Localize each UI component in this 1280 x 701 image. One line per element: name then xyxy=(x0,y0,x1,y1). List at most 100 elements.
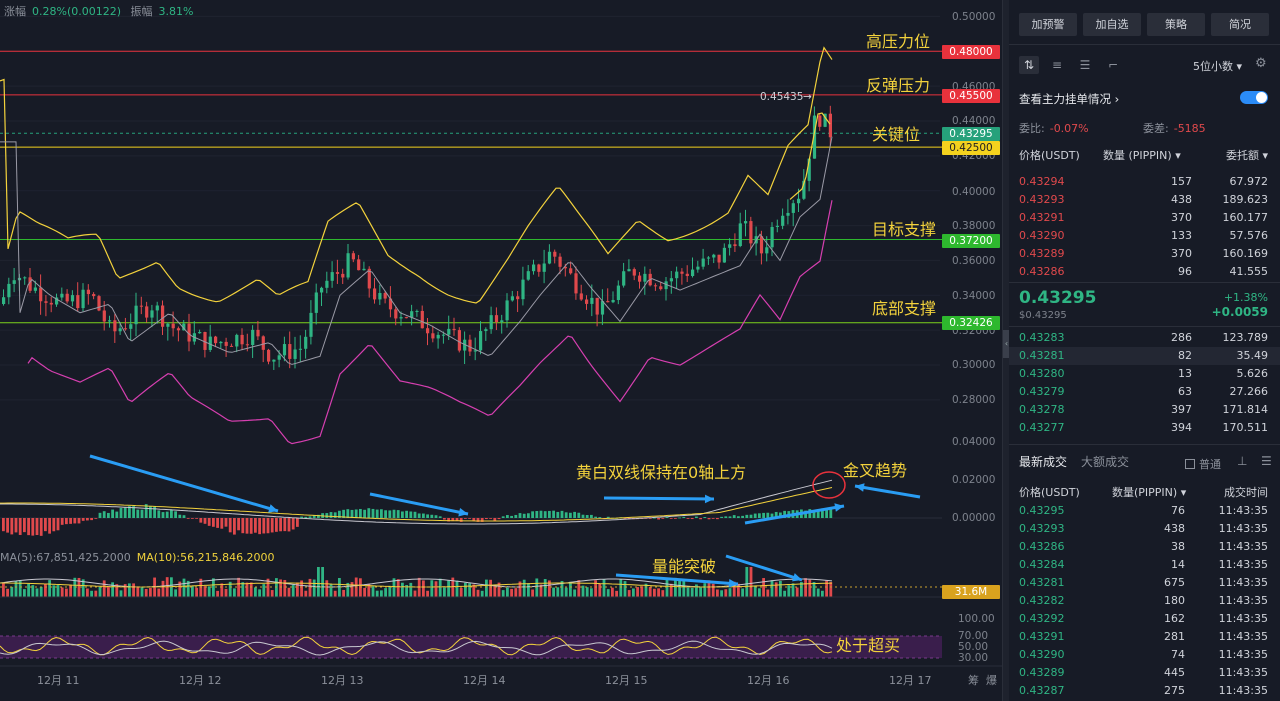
bid-row[interactable]: 0.43277 394 170.511 xyxy=(1009,419,1280,437)
normal-checkbox[interactable]: 普通 xyxy=(1185,456,1221,472)
price-tag-target-support[interactable]: 0.37200 xyxy=(942,234,1000,248)
ask-row[interactable]: 0.43291 370 160.177 xyxy=(1009,209,1280,227)
ask-row[interactable]: 0.43286 96 41.555 xyxy=(1009,263,1280,281)
trade-row[interactable]: 0.43282 180 11:43:35 xyxy=(1009,592,1280,610)
trade-row[interactable]: 0.43289 445 11:43:35 xyxy=(1009,664,1280,682)
candle-body xyxy=(309,312,313,337)
macd-arrow-3-head xyxy=(704,494,714,504)
trade-row[interactable]: 0.43291 281 11:43:35 xyxy=(1009,628,1280,646)
add-alert-button[interactable]: 加预警 xyxy=(1019,13,1077,36)
ob-header-qty[interactable]: 数量 (PIPPIN) ▾ xyxy=(1103,149,1181,162)
trade-row[interactable]: 0.43293 438 11:43:35 xyxy=(1009,520,1280,538)
trade-price: 0.43282 xyxy=(1019,594,1065,607)
main-orders-toggle-label[interactable]: 查看主力挂单情况 › xyxy=(1019,91,1119,107)
candle-body xyxy=(420,310,424,329)
chips-button[interactable]: 筹 xyxy=(968,674,979,687)
candle-body xyxy=(463,339,467,351)
decimal-select[interactable]: 5位小数 ▾ xyxy=(1193,58,1242,74)
bid-row[interactable]: 0.43279 63 27.266 xyxy=(1009,383,1280,401)
settings-icon[interactable]: ⚙ xyxy=(1255,56,1267,71)
trade-settings-icon[interactable]: ☰ xyxy=(1261,454,1272,468)
trade-header-qty[interactable]: 数量(PIPPIN) ▾ xyxy=(1112,486,1187,499)
tab-large-trades[interactable]: 大额成交 xyxy=(1081,455,1130,469)
ask-price: 0.43289 xyxy=(1019,247,1065,260)
panel-splitter[interactable]: ‹ xyxy=(1002,0,1010,701)
price-tag-current[interactable]: 0.43295 xyxy=(942,127,1000,141)
bid-row[interactable]: 0.43283 286 123.789 xyxy=(1009,329,1280,347)
candle-body xyxy=(685,273,689,277)
trade-row[interactable]: 0.43295 76 11:43:35 xyxy=(1009,502,1280,520)
liquidation-button[interactable]: 爆 xyxy=(986,674,997,687)
volume-bar xyxy=(388,585,392,597)
volume-bar xyxy=(816,588,820,597)
ask-row[interactable]: 0.43290 133 57.576 xyxy=(1009,227,1280,245)
volume-bar xyxy=(678,580,681,597)
macd-bar xyxy=(123,507,127,518)
tab-latest-trades[interactable]: 最新成交 xyxy=(1019,455,1068,469)
ask-row[interactable]: 0.43294 157 67.972 xyxy=(1009,173,1280,191)
macd-bar xyxy=(2,518,5,532)
date-label: 12月 14 xyxy=(463,674,506,687)
change-pct: +1.38% xyxy=(1223,291,1268,304)
volume-bar xyxy=(31,585,35,597)
trade-row[interactable]: 0.43290 74 11:43:35 xyxy=(1009,646,1280,664)
macd-bar xyxy=(308,516,312,518)
trade-qty: 74 xyxy=(1171,648,1185,661)
bid-row[interactable]: 0.43278 397 171.814 xyxy=(1009,401,1280,419)
candle-body xyxy=(600,301,605,315)
volume-bar xyxy=(249,582,253,597)
chart-area[interactable]: 涨幅 0.28%(0.00122) 振幅 3.81% 0.50000 0.46000… xyxy=(0,0,1002,701)
trade-row[interactable]: 0.43292 162 11:43:35 xyxy=(1009,610,1280,628)
volume-bar xyxy=(203,586,207,597)
macd-bar xyxy=(73,518,77,524)
macd-bar xyxy=(804,510,807,518)
candle-body xyxy=(378,293,382,300)
volume-bar xyxy=(220,583,224,597)
candle-body xyxy=(579,293,583,300)
macd-bar xyxy=(329,512,333,518)
volume-arrow-2 xyxy=(725,554,803,582)
volume-bar xyxy=(779,580,782,597)
trade-amount: 11:43:35 xyxy=(1218,684,1268,697)
price-tag-rebound-resistance[interactable]: 0.45500 xyxy=(942,89,1000,103)
view-depth-icon[interactable]: ⌐ xyxy=(1107,58,1119,72)
candle-body xyxy=(749,221,753,244)
candle-body xyxy=(261,336,265,350)
ob-header-amount[interactable]: 委托额 ▾ xyxy=(1225,149,1268,162)
annotation-bottom-support: 底部支撑 xyxy=(872,299,937,318)
trade-row[interactable]: 0.43286 38 11:43:35 xyxy=(1009,538,1280,556)
bid-row[interactable]: 0.43281 82 35.49 xyxy=(1009,347,1280,365)
kline-chart[interactable] xyxy=(0,0,1002,701)
candle-body xyxy=(155,305,159,311)
collapse-handle[interactable]: ‹ xyxy=(1003,330,1010,358)
decimal-select-value: 5位小数 xyxy=(1193,60,1233,73)
strategy-button[interactable]: 策略 xyxy=(1147,13,1205,36)
divider xyxy=(1009,326,1280,327)
view-both-icon[interactable]: ⇅ xyxy=(1019,56,1039,74)
macd-bar xyxy=(144,504,148,518)
macd-arrow-2-head xyxy=(458,507,468,517)
overview-button[interactable]: 简况 xyxy=(1211,13,1269,36)
ask-row[interactable]: 0.43289 370 160.169 xyxy=(1009,245,1280,263)
ratio-value: -0.07% xyxy=(1049,122,1089,135)
volume-bar xyxy=(506,587,509,597)
macd-bar xyxy=(266,518,270,534)
filter-icon[interactable]: ⊥ xyxy=(1237,454,1248,468)
volume-bar xyxy=(564,587,568,597)
price-tag-high-resistance[interactable]: 0.48000 xyxy=(942,45,1000,59)
candle-body xyxy=(759,236,764,254)
price-tag-bottom-support[interactable]: 0.32426 xyxy=(942,316,1000,330)
add-watchlist-button[interactable]: 加自选 xyxy=(1083,13,1141,36)
volume-bar xyxy=(598,583,602,597)
trade-row[interactable]: 0.43281 675 11:43:35 xyxy=(1009,574,1280,592)
axis-label: 0.02000 xyxy=(952,474,996,486)
main-orders-toggle[interactable] xyxy=(1240,91,1268,104)
trade-row[interactable]: 0.43287 275 11:43:35 xyxy=(1009,682,1280,700)
trade-row[interactable]: 0.43284 14 11:43:35 xyxy=(1009,556,1280,574)
view-bids-icon[interactable]: ≡ xyxy=(1051,58,1063,72)
ask-row[interactable]: 0.43293 438 189.623 xyxy=(1009,191,1280,209)
candle-body xyxy=(325,280,329,288)
view-asks-icon[interactable]: ☰ xyxy=(1079,58,1091,72)
bid-row[interactable]: 0.43280 13 5.626 xyxy=(1009,365,1280,383)
price-tag-key-level[interactable]: 0.42500 xyxy=(942,141,1000,155)
